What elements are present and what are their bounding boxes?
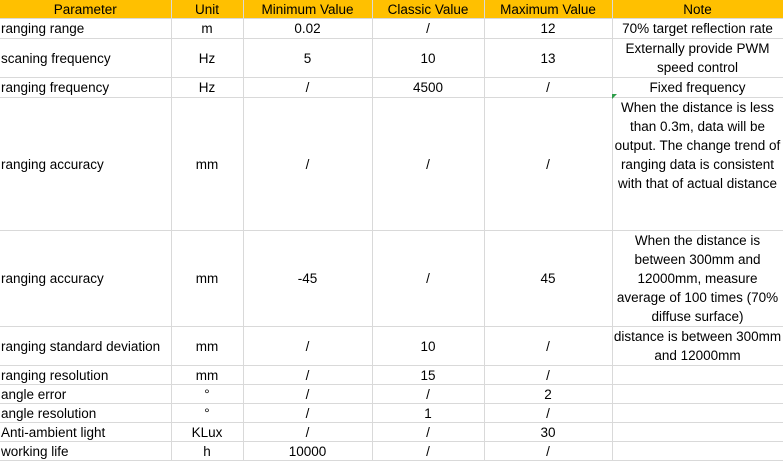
param-cell: ranging frequency xyxy=(0,77,172,98)
table-row: scaning frequency Hz 5 10 13 Externally provi… xyxy=(0,38,783,78)
minimum-value-cell: 5 xyxy=(243,38,373,78)
classic-value-cell: / xyxy=(372,230,485,327)
table-row: ranging accuracy mm / / / When the distance i… xyxy=(0,97,783,231)
header-minimum-value: Minimum Value xyxy=(243,0,373,19)
maximum-value-cell: / xyxy=(484,326,613,366)
classic-value-cell: / xyxy=(372,441,485,461)
minimum-value-cell: 0.02 xyxy=(243,18,373,39)
header-classic-value: Classic Value xyxy=(372,0,485,19)
note-cell: Externally provide PWM speed control xyxy=(612,38,783,78)
unit-cell: ° xyxy=(171,403,244,423)
param-cell: scaning frequency xyxy=(0,38,172,78)
note-cell: distance is between 300mm and 12000mm xyxy=(612,326,783,366)
minimum-value-cell: / xyxy=(243,422,373,442)
unit-cell: ° xyxy=(171,384,244,404)
unit-cell: mm xyxy=(171,365,244,385)
note-cell xyxy=(612,422,783,442)
maximum-value-cell: / xyxy=(484,77,613,98)
minimum-value-cell: / xyxy=(243,403,373,423)
unit-cell: mm xyxy=(171,326,244,366)
minimum-value-cell: / xyxy=(243,77,373,98)
classic-value-cell: 4500 xyxy=(372,77,485,98)
unit-cell: mm xyxy=(171,230,244,327)
unit-cell: Hz xyxy=(171,77,244,98)
param-cell: ranging standard deviation xyxy=(0,326,172,366)
classic-value-cell: / xyxy=(372,384,485,404)
table-row: ranging accuracy mm -45/45 When the distanc… xyxy=(0,230,783,327)
param-cell: angle error xyxy=(0,384,172,404)
unit-cell: mm xyxy=(171,97,244,231)
table-row: Anti-ambient light KLux //30 xyxy=(0,422,783,442)
param-cell: Anti-ambient light xyxy=(0,422,172,442)
maximum-value-cell: 45 xyxy=(484,230,613,327)
classic-value-cell: 1 xyxy=(372,403,485,423)
note-cell xyxy=(612,441,783,461)
classic-value-cell: / xyxy=(372,18,485,39)
maximum-value-cell: / xyxy=(484,97,613,231)
cell-comment-marker xyxy=(612,94,617,99)
unit-cell: KLux xyxy=(171,422,244,442)
param-cell: ranging accuracy xyxy=(0,97,172,231)
classic-value-cell: 10 xyxy=(372,38,485,78)
minimum-value-cell: / xyxy=(243,97,373,231)
minimum-value-cell: / xyxy=(243,365,373,385)
classic-value-cell: / xyxy=(372,422,485,442)
note-cell: Fixed frequency xyxy=(612,77,783,98)
note-cell: When the distance is between 300mm and 1… xyxy=(612,230,783,327)
param-cell: angle resolution xyxy=(0,403,172,423)
maximum-value-cell: / xyxy=(484,441,613,461)
param-cell: ranging resolution xyxy=(0,365,172,385)
table-row: ranging standard deviation mm/10/distance… xyxy=(0,326,783,366)
classic-value-cell: / xyxy=(372,97,485,231)
header-maximum-value: Maximum Value xyxy=(484,0,613,19)
minimum-value-cell: -45 xyxy=(243,230,373,327)
unit-cell: m xyxy=(171,18,244,39)
header-unit: Unit xyxy=(171,0,244,19)
table-row: ranging resolution mm/15/ xyxy=(0,365,783,385)
note-cell xyxy=(612,403,783,423)
table-row: ranging range m 0.02/12 70% target reflecti… xyxy=(0,18,783,39)
maximum-value-cell: 12 xyxy=(484,18,613,39)
param-cell: ranging range xyxy=(0,18,172,39)
table-row: angle error ° //2 xyxy=(0,384,783,404)
note-cell xyxy=(612,365,783,385)
table-row: angle resolution °/1/ xyxy=(0,403,783,423)
table-row: working life h 10000// xyxy=(0,441,783,461)
maximum-value-cell: 30 xyxy=(484,422,613,442)
param-cell: working life xyxy=(0,441,172,461)
unit-cell: Hz xyxy=(171,38,244,78)
minimum-value-cell: 10000 xyxy=(243,441,373,461)
unit-cell: h xyxy=(171,441,244,461)
param-cell: ranging accuracy xyxy=(0,230,172,327)
header-row: Parameter Unit Minimum Value Classic Val… xyxy=(0,0,783,19)
maximum-value-cell: 13 xyxy=(484,38,613,78)
header-parameter: Parameter xyxy=(0,0,172,19)
maximum-value-cell: 2 xyxy=(484,384,613,404)
note-cell: When the distance is less than 0.3m, dat… xyxy=(612,97,783,231)
header-note: Note xyxy=(612,0,783,19)
note-cell: 70% target reflection rate xyxy=(612,18,783,39)
maximum-value-cell: / xyxy=(484,365,613,385)
minimum-value-cell: / xyxy=(243,384,373,404)
classic-value-cell: 15 xyxy=(372,365,485,385)
classic-value-cell: 10 xyxy=(372,326,485,366)
table-row: ranging frequency Hz/4500/Fixed frequency xyxy=(0,77,783,98)
note-cell xyxy=(612,384,783,404)
maximum-value-cell: / xyxy=(484,403,613,423)
minimum-value-cell: / xyxy=(243,326,373,366)
